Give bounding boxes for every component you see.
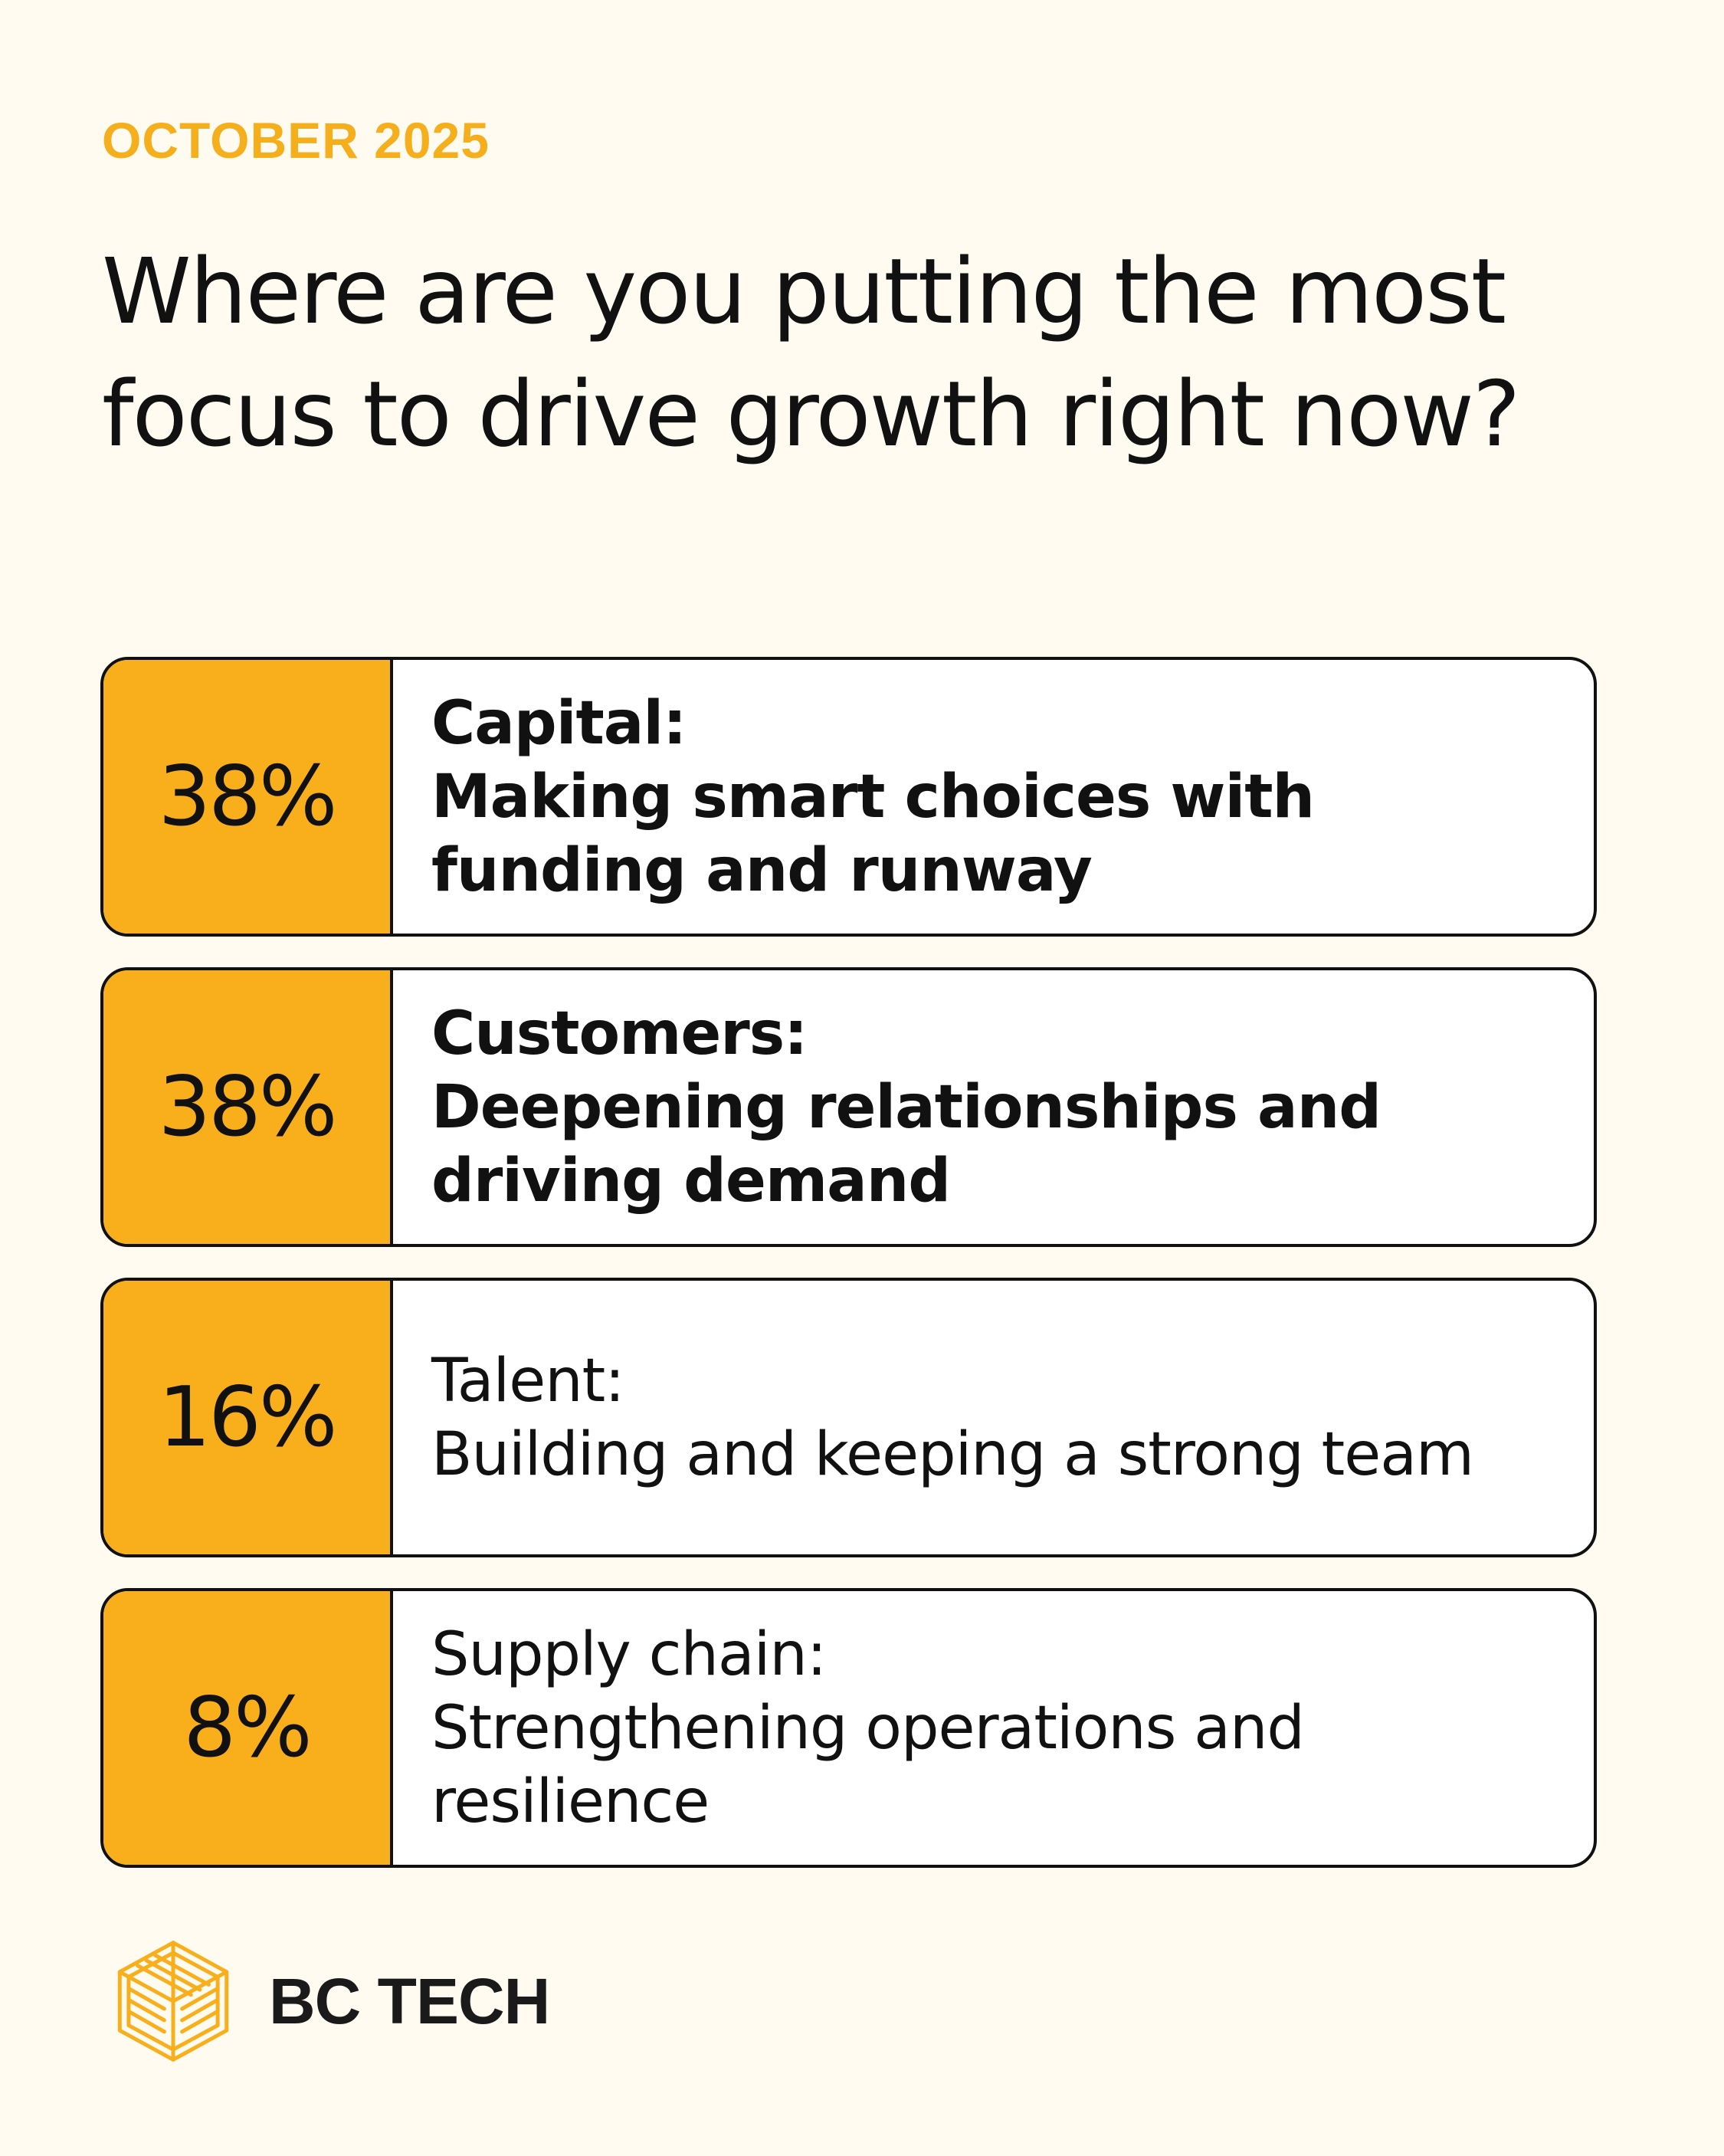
result-text: Customers: Deepening relationships and d…	[393, 970, 1594, 1244]
percentage-value: 8%	[103, 1591, 393, 1865]
result-description: Building and keeping a strong team	[431, 1419, 1474, 1489]
result-category: Capital:	[431, 688, 687, 758]
result-text: Talent: Building and keeping a strong te…	[393, 1281, 1594, 1554]
result-category: Talent:	[431, 1346, 625, 1416]
result-row-capital: 38% Capital: Making smart choices with f…	[100, 657, 1597, 937]
result-description: Deepening relationships and driving dema…	[431, 1072, 1381, 1216]
results-list: 38% Capital: Making smart choices with f…	[100, 657, 1597, 1898]
percentage-value: 16%	[103, 1281, 393, 1554]
survey-date: OCTOBER 2025	[102, 112, 490, 169]
result-text: Capital: Making smart choices with fundi…	[393, 660, 1594, 934]
brand-name: BC TECH	[269, 1964, 550, 2037]
result-row-supply-chain: 8% Supply chain: Strengthening operation…	[100, 1588, 1597, 1868]
result-row-customers: 38% Customers: Deepening relationships a…	[100, 967, 1597, 1247]
bc-tech-logo-icon	[117, 1941, 229, 2062]
brand-lockup: BC TECH	[110, 1938, 550, 2065]
result-row-talent: 16% Talent: Building and keeping a stron…	[100, 1278, 1597, 1557]
result-category: Supply chain:	[431, 1619, 827, 1689]
percentage-value: 38%	[103, 970, 393, 1244]
percentage-value: 38%	[103, 660, 393, 934]
result-description: Making smart choices with funding and ru…	[431, 762, 1315, 905]
result-description: Strengthening operations and resilience	[431, 1693, 1305, 1836]
result-text: Supply chain: Strengthening operations a…	[393, 1591, 1594, 1865]
survey-question: Where are you putting the most focus to …	[102, 238, 1520, 467]
result-category: Customers:	[431, 999, 808, 1068]
